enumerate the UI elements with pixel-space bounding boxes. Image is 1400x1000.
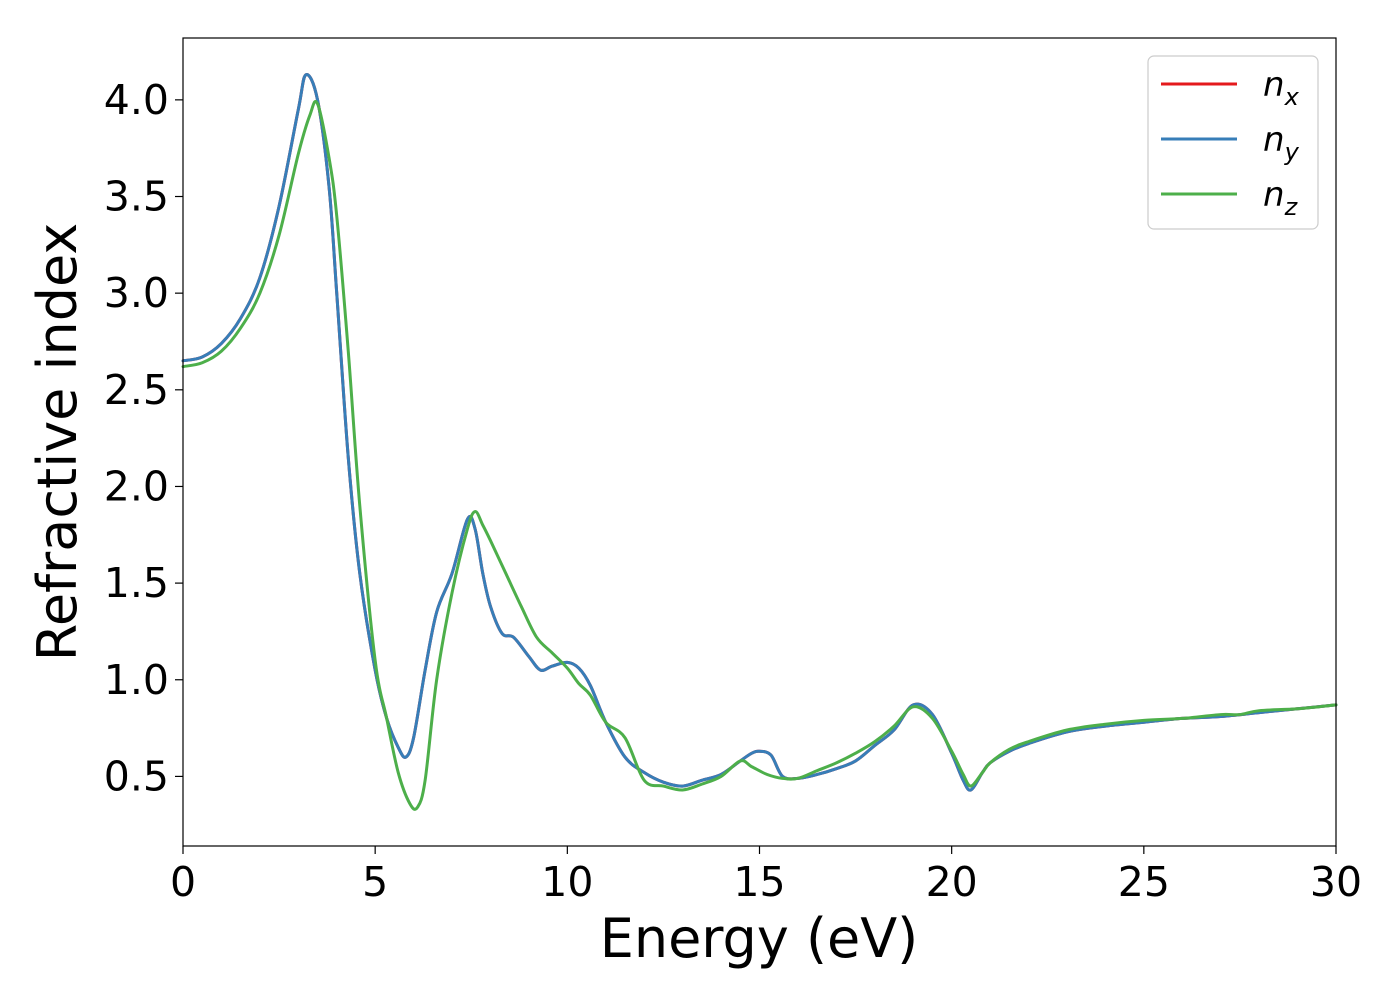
y-tick-label: 2.5 <box>104 366 169 414</box>
y-axis-ticks: 0.5 1.0 1.5 2.0 2.5 3.0 3.5 4.0 <box>104 76 183 800</box>
y-axis-label: Refractive index <box>26 223 89 662</box>
x-axis-label: Energy (eV) <box>600 907 919 970</box>
y-tick-label: 4.0 <box>104 76 169 124</box>
x-tick-label: 10 <box>541 858 593 906</box>
x-tick-label: 5 <box>362 858 388 906</box>
legend-box <box>1147 55 1319 230</box>
x-tick-label: 30 <box>1310 858 1362 906</box>
x-axis-ticks: 0 5 10 15 20 25 30 <box>170 846 1362 906</box>
x-tick-label: 20 <box>926 858 978 906</box>
legend-label-n-z: nz <box>1263 175 1299 221</box>
x-tick-label: 15 <box>733 858 785 906</box>
y-tick-label: 3.0 <box>104 269 169 317</box>
legend-label-n-x: nx <box>1263 65 1300 111</box>
y-tick-label: 2.0 <box>104 462 169 510</box>
y-tick-label: 0.5 <box>104 752 169 800</box>
plot-area <box>183 38 1336 846</box>
legend-label-base: n <box>1263 120 1285 160</box>
legend-label-subscript: y <box>1284 138 1300 166</box>
x-tick-label: 25 <box>1118 858 1170 906</box>
y-tick-label: 3.5 <box>104 173 169 221</box>
y-tick-label: 1.5 <box>104 559 169 607</box>
legend-label-base: n <box>1263 175 1285 215</box>
y-tick-label: 1.0 <box>104 656 169 704</box>
x-tick-label: 0 <box>170 858 196 906</box>
legend-label-base: n <box>1263 65 1285 105</box>
legend-label-subscript: x <box>1284 83 1300 111</box>
legend-label-subscript: z <box>1284 193 1299 221</box>
legend-label-n-y: ny <box>1263 120 1300 166</box>
series-layer <box>181 73 1338 811</box>
series-line-n-z <box>181 99 1338 811</box>
